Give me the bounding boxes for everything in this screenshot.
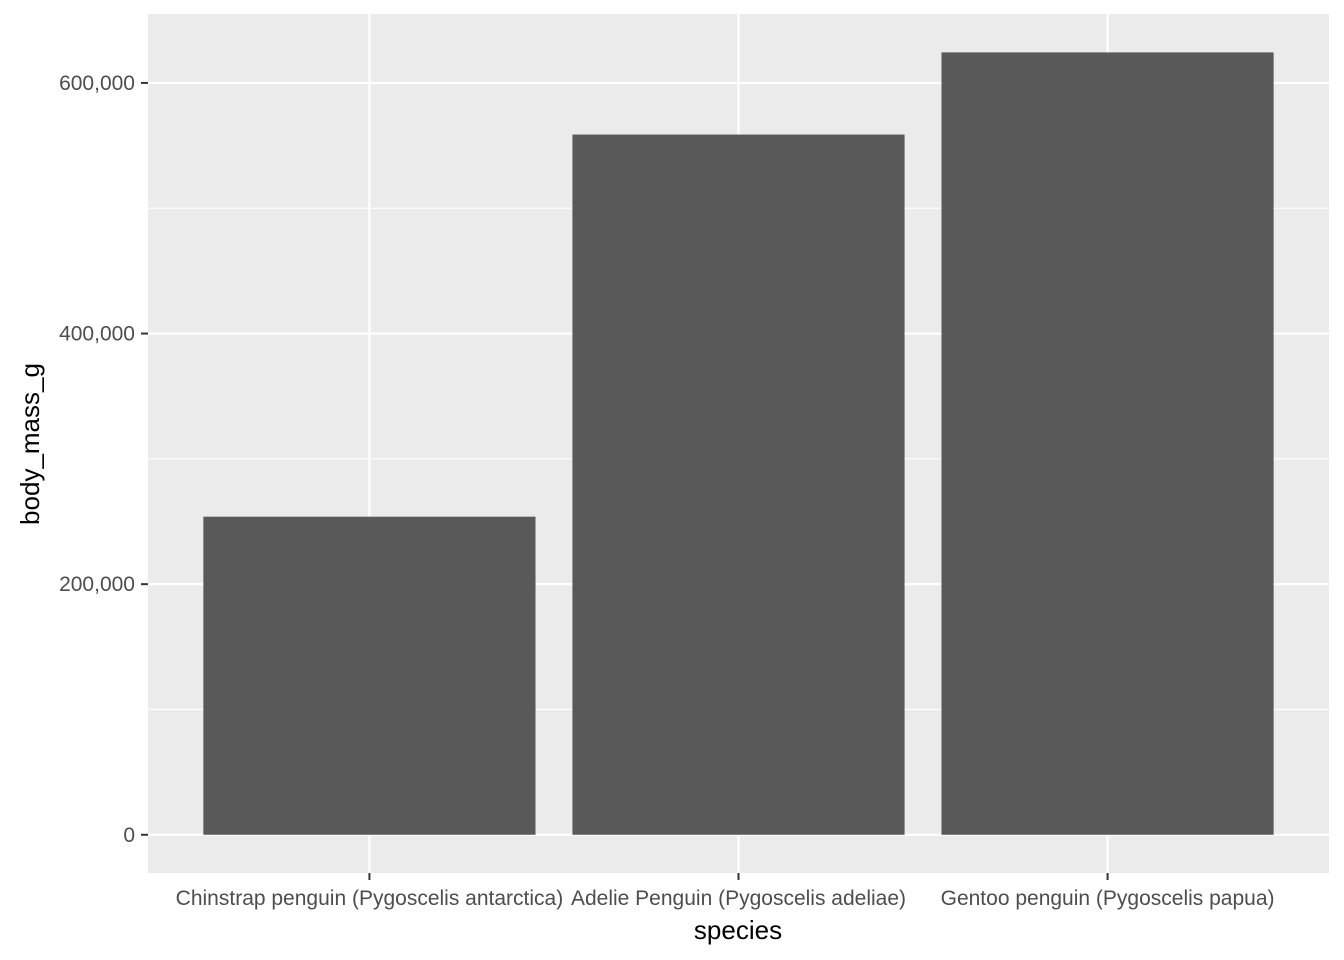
- bars: [203, 52, 1274, 835]
- y-axis-title: body_mass_g: [15, 363, 45, 525]
- bar-2: [941, 52, 1274, 835]
- x-tick-label: Adelie Penguin (Pygoscelis adeliae): [571, 887, 906, 910]
- x-tick-label: Chinstrap penguin (Pygoscelis antarctica…: [176, 887, 564, 910]
- y-tick-label: 600,000: [59, 72, 135, 95]
- bar-0: [203, 516, 536, 835]
- x-axis: Chinstrap penguin (Pygoscelis antarctica…: [176, 873, 1275, 910]
- y-tick-label: 200,000: [59, 573, 135, 596]
- x-tick-label: Gentoo penguin (Pygoscelis papua): [941, 887, 1275, 910]
- x-axis-title: species: [694, 915, 782, 945]
- y-tick-label: 0: [123, 824, 135, 847]
- y-axis: 0 200,000 400,000 600,000: [59, 72, 148, 847]
- bar-1: [572, 134, 905, 835]
- y-tick-label: 400,000: [59, 323, 135, 346]
